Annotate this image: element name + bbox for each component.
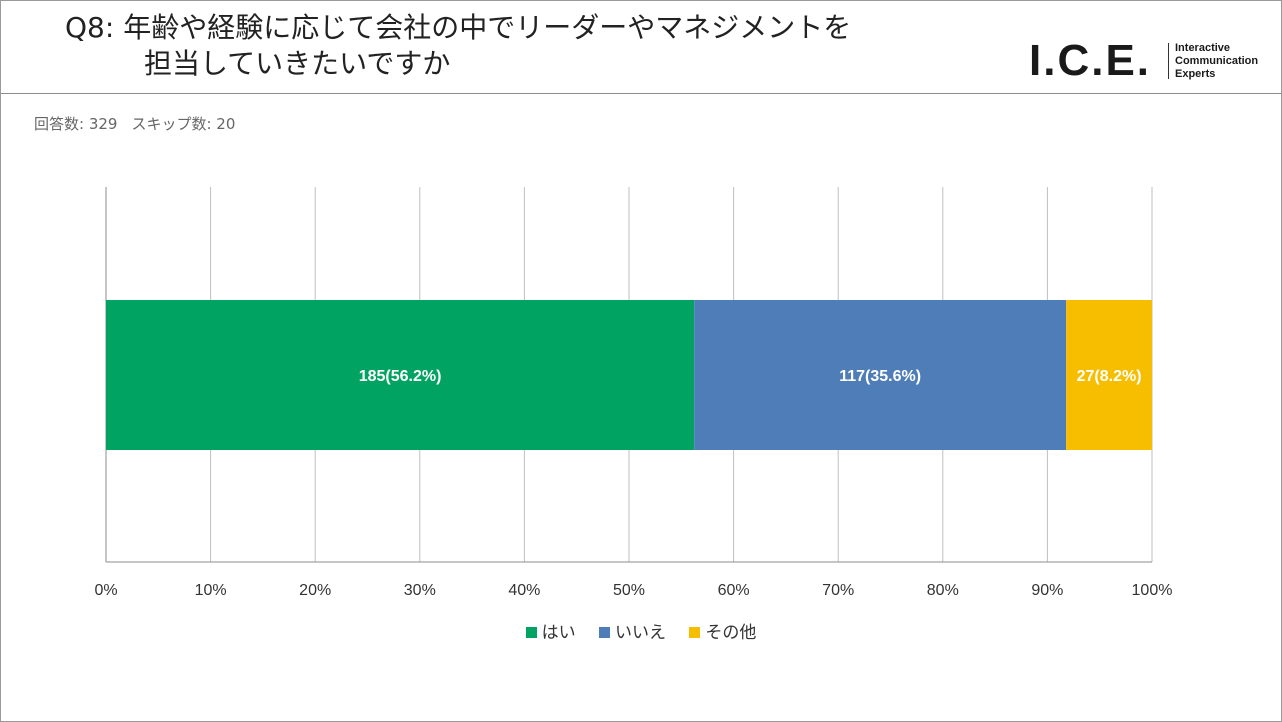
x-tick-label-4: 40% bbox=[508, 582, 540, 599]
data-label-no: 117(35.6%) bbox=[839, 368, 921, 385]
slide-header: Q8: 年齢や経験に応じて会社の中でリーダーやマネジメントを 担当していきたいで… bbox=[1, 1, 1281, 94]
question-title-line2: 担当していきたいですか bbox=[144, 47, 451, 80]
question-title-line1: Q8: 年齢や経験に応じて会社の中でリーダーやマネジメントを bbox=[65, 11, 852, 44]
bar-segment-other bbox=[1066, 300, 1152, 450]
logo-tagline-line3: Experts bbox=[1175, 68, 1216, 80]
data-label-yes: 185(56.2%) bbox=[359, 368, 442, 385]
legend-item-other: その他 bbox=[689, 618, 756, 643]
logo-tagline-line2: Communication bbox=[1175, 55, 1259, 67]
logo-mark: I.C.E. bbox=[1029, 36, 1152, 85]
x-tick-label-1: 10% bbox=[195, 582, 227, 599]
bar-segment-yes bbox=[106, 300, 695, 450]
legend-item-yes: はい bbox=[525, 618, 576, 643]
x-tick-label-3: 30% bbox=[404, 582, 436, 599]
response-stats: 回答数: 329 スキップ数: 20 bbox=[34, 113, 235, 134]
x-tick-label-10: 100% bbox=[1132, 582, 1173, 599]
logo-divider bbox=[1168, 43, 1169, 79]
legend-swatch-yes bbox=[525, 627, 537, 638]
x-tick-label-9: 90% bbox=[1031, 582, 1063, 599]
bar-segment-no bbox=[694, 300, 1067, 450]
skip-count: スキップ数: 20 bbox=[131, 115, 236, 133]
chart-legend: はい いいえ その他 bbox=[0, 618, 1282, 643]
legend-label-no: いいえ bbox=[615, 623, 666, 643]
x-tick-label-8: 80% bbox=[927, 582, 959, 599]
legend-swatch-other bbox=[689, 627, 701, 638]
legend-item-no: いいえ bbox=[599, 618, 666, 643]
data-label-other: 27(8.2%) bbox=[1077, 368, 1142, 385]
legend-label-yes: はい bbox=[541, 623, 576, 643]
logo-tagline: Interactive Communication Experts bbox=[1175, 42, 1282, 81]
x-tick-label-6: 60% bbox=[718, 582, 750, 599]
legend-label-other: その他 bbox=[705, 623, 757, 643]
x-tick-label-0: 0% bbox=[94, 582, 117, 599]
legend-swatch-no bbox=[599, 627, 610, 638]
response-count: 回答数: 329 bbox=[34, 115, 118, 133]
x-tick-label-2: 20% bbox=[299, 582, 331, 599]
x-tick-label-7: 70% bbox=[822, 582, 854, 599]
logo-tagline-line1: Interactive bbox=[1175, 42, 1231, 54]
x-tick-label-5: 50% bbox=[613, 582, 645, 599]
